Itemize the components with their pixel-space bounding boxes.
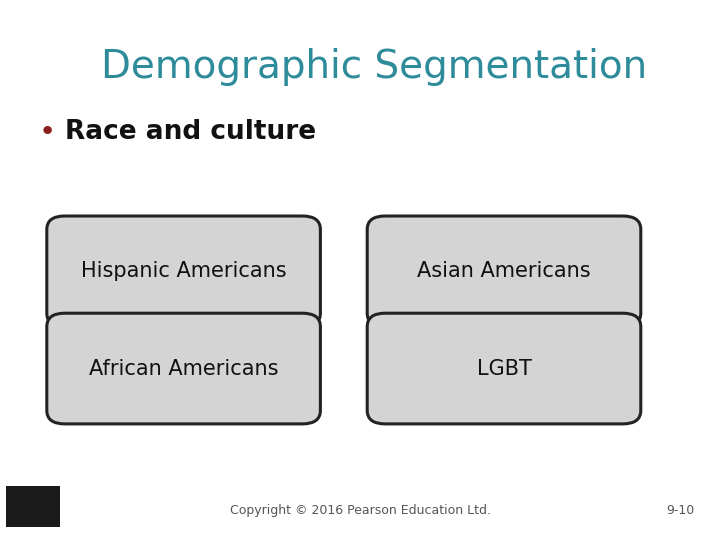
Text: Race and culture: Race and culture xyxy=(65,119,316,145)
Text: Demographic Segmentation: Demographic Segmentation xyxy=(102,49,647,86)
FancyBboxPatch shape xyxy=(367,313,641,424)
Text: 9-10: 9-10 xyxy=(667,504,695,517)
Text: Hispanic Americans: Hispanic Americans xyxy=(81,261,287,281)
FancyBboxPatch shape xyxy=(47,313,320,424)
Text: LGBT: LGBT xyxy=(477,359,531,379)
FancyBboxPatch shape xyxy=(47,216,320,327)
Text: Copyright © 2016 Pearson Education Ltd.: Copyright © 2016 Pearson Education Ltd. xyxy=(230,504,490,517)
Text: African Americans: African Americans xyxy=(89,359,279,379)
FancyBboxPatch shape xyxy=(367,216,641,327)
FancyBboxPatch shape xyxy=(6,486,60,526)
Text: Asian Americans: Asian Americans xyxy=(417,261,591,281)
Text: •: • xyxy=(38,118,55,146)
